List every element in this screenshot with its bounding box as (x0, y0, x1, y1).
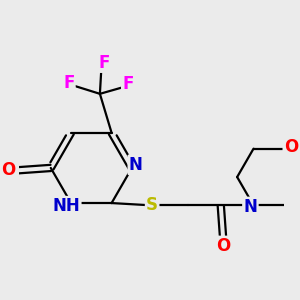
Text: S: S (146, 196, 158, 214)
Text: O: O (2, 161, 16, 179)
Text: N: N (244, 198, 257, 216)
Text: NH: NH (52, 197, 80, 215)
Text: N: N (129, 156, 143, 174)
Text: F: F (63, 74, 74, 92)
Text: O: O (284, 138, 298, 156)
Text: O: O (216, 237, 230, 255)
Text: F: F (122, 76, 134, 94)
Text: F: F (99, 54, 110, 72)
